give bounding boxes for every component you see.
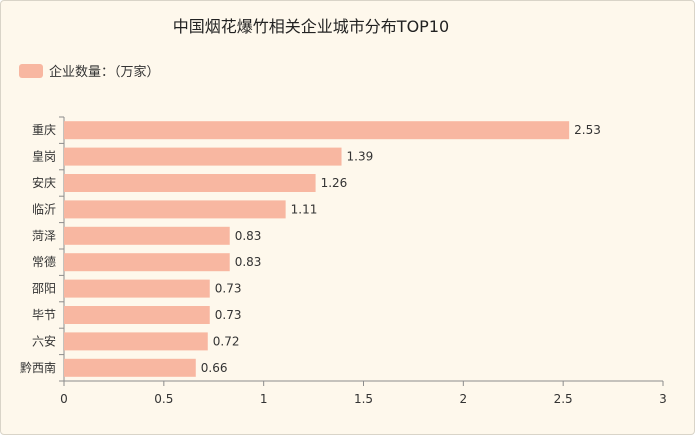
- x-tick-label: 0: [60, 392, 68, 406]
- legend[interactable]: 企业数量：（万家）: [19, 61, 160, 80]
- data-label: 1.39: [347, 150, 374, 164]
- data-label: 2.53: [574, 123, 601, 137]
- x-tick-label: 0.5: [154, 392, 173, 406]
- bar: [64, 226, 230, 245]
- category-label: 常德: [32, 254, 56, 269]
- category-label: 毕节: [32, 308, 56, 322]
- bar: [64, 358, 196, 377]
- data-label: 0.72: [213, 334, 240, 348]
- category-label: 重庆: [32, 123, 56, 137]
- bar: [64, 253, 230, 272]
- data-label: 1.11: [291, 202, 318, 216]
- x-tick-label: 2.5: [554, 392, 573, 406]
- bar: [64, 121, 570, 140]
- category-label: 邵阳: [32, 282, 56, 296]
- x-tick-label: 1: [260, 392, 268, 406]
- data-label: 0.83: [235, 255, 262, 269]
- legend-label: 企业数量：（万家）: [49, 65, 160, 80]
- data-label: 1.26: [321, 176, 348, 190]
- legend-swatch: [19, 63, 43, 78]
- data-label: 0.73: [215, 308, 242, 322]
- bar: [64, 147, 342, 166]
- x-tick-label: 2: [460, 392, 468, 406]
- data-label: 0.66: [201, 361, 228, 375]
- chart-title: 中国烟花爆竹相关企业城市分布TOP10: [172, 17, 450, 36]
- bar: [64, 279, 210, 298]
- category-label: 黔西南: [20, 360, 56, 375]
- x-tick-label: 1.5: [354, 392, 373, 406]
- category-label: 六安: [32, 333, 56, 348]
- bar: [64, 306, 210, 324]
- data-label: 0.83: [235, 229, 262, 243]
- category-label: 安庆: [32, 175, 56, 190]
- category-label: 菏泽: [32, 229, 56, 243]
- category-label: 临沂: [32, 202, 56, 216]
- data-label: 0.73: [215, 282, 242, 296]
- x-tick-label: 3: [659, 392, 667, 406]
- bar: [64, 332, 208, 351]
- category-label: 皇岗: [32, 150, 56, 164]
- bar: [64, 174, 316, 192]
- bar: [64, 200, 286, 219]
